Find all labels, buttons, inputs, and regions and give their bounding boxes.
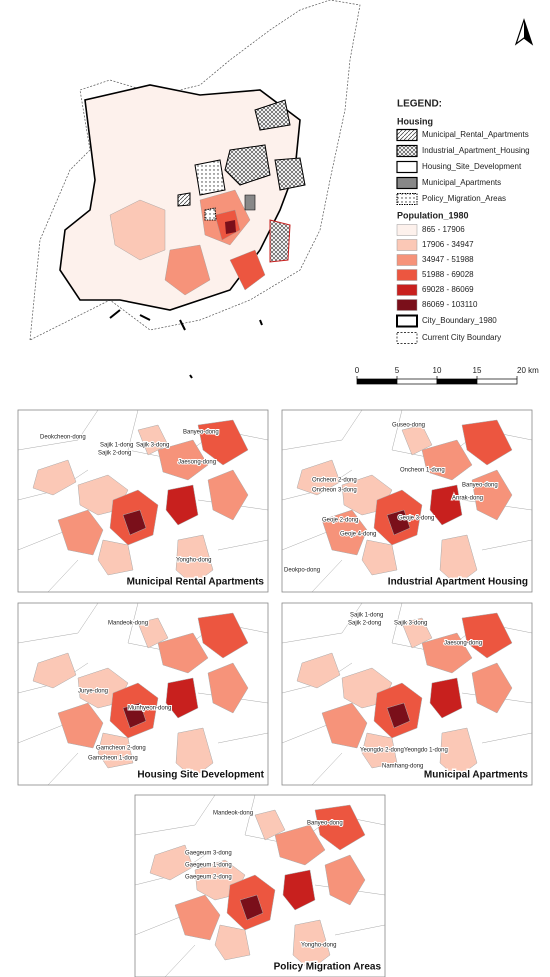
legend-swatch [396, 193, 418, 205]
legend-label: 17906 - 34947 [422, 240, 474, 249]
scale-segment [436, 378, 478, 385]
inset-basemap [135, 795, 385, 977]
place-label: Oncheon 2-dong [312, 478, 357, 484]
north-arrow [514, 18, 534, 46]
scale-tick-label: 20 km [517, 366, 539, 375]
place-label: Deokpo-dong [284, 568, 320, 574]
place-label: Yeongdo 1-dong [404, 748, 448, 754]
panel-frame [281, 602, 533, 786]
legend-label: Current City Boundary [422, 333, 501, 342]
legend-label: Municipal_Apartments [422, 178, 501, 187]
panel-frame [17, 409, 269, 593]
legend-label: Industrial_Apartment_Housing [422, 146, 530, 155]
legend-swatch [396, 128, 418, 142]
legend-swatch [396, 284, 418, 296]
legend-swatch [396, 160, 418, 174]
place-label: Geoje 4-dong [340, 532, 376, 538]
panel-frame [281, 409, 533, 593]
place-label: Oncheon 3-dong [312, 488, 357, 494]
place-label: Yongho-dong [176, 558, 211, 564]
legend: LEGEND: Housing Population_1980 Municipa… [396, 99, 530, 344]
legend-swatch [396, 269, 418, 281]
legend-swatch [396, 239, 418, 251]
place-label: Sajik 3-dong [394, 621, 427, 627]
legend-label: Policy_Migration_Areas [422, 194, 506, 203]
legend-swatch [396, 299, 418, 311]
legend-label: Municipal_Rental_Apartments [422, 130, 529, 139]
place-label: Geoje 2-dong [322, 518, 358, 524]
scale-segment [396, 378, 438, 385]
place-label: Sajik 1-dong [100, 443, 133, 449]
inset-panel: Guseo-dong Oncheon 1-dong Oncheon 2-dong On… [281, 409, 533, 593]
scale-segment [356, 378, 398, 385]
place-label: Sajik 2-dong [98, 451, 131, 457]
scale-tick-label: 15 [473, 366, 482, 375]
place-label: Yeongdo 2-dong [360, 748, 404, 754]
place-label: Banyeo-dong [183, 430, 219, 436]
place-label: Banyeo-dong [462, 483, 498, 489]
place-label: Deokcheon-dong [40, 435, 86, 441]
inset-panel: Mandeok-dong Jurye-dong Munhyeon-dong Gamch… [17, 602, 269, 786]
place-label: Sajik 2-dong [348, 621, 381, 627]
inset-basemap [282, 603, 532, 785]
place-label: Anrak-dong [452, 496, 483, 502]
place-label: Jaesong-dong [444, 641, 482, 647]
legend-label: 865 - 17906 [422, 225, 465, 234]
legend-label: City_Boundary_1980 [422, 316, 497, 325]
place-label: Oncheon 1-dong [400, 468, 445, 474]
legend-swatch [396, 314, 418, 328]
place-label: Gaegeum 1-dong [185, 863, 232, 869]
panel-title: Industrial Apartment Housing [388, 577, 528, 588]
inset-panel: Deokcheon-dong Sajik 1-dong Sajik 2-dong Sa… [17, 409, 269, 593]
place-label: Jaesong-dong [178, 460, 216, 466]
legend-swatch [396, 332, 418, 344]
legend-swatch [396, 144, 418, 158]
place-label: Mandeok-dong [108, 621, 148, 627]
panel-title: Policy Migration Areas [274, 962, 382, 973]
legend-label: 86069 - 103110 [422, 300, 478, 309]
place-label: Mandeok-dong [213, 811, 253, 817]
place-label: Gaegeum 2-dong [185, 875, 232, 881]
place-label: Munhyeon-dong [128, 706, 171, 712]
place-label: Gaegeum 3-dong [185, 851, 232, 857]
scale-tick-label: 10 [433, 366, 442, 375]
place-label: Sajik 3-dong [136, 443, 169, 449]
place-label: Gamcheon 1-dong [88, 756, 138, 762]
scale-segment [476, 378, 518, 385]
main-map [29, 0, 361, 379]
inset-basemap [282, 410, 532, 592]
scale-tick-label: 5 [395, 366, 400, 375]
place-label: Namhang-dong [382, 764, 423, 770]
legend-swatch [396, 254, 418, 266]
legend-label: 69028 - 86069 [422, 285, 474, 294]
inset-panel: Sajik 1-dong Sajik 2-dong Sajik 3-dong Jaes… [281, 602, 533, 786]
place-label: Jurye-dong [78, 689, 108, 695]
panel-frame [17, 602, 269, 786]
legend-swatch [396, 224, 418, 236]
inset-basemap [18, 603, 268, 785]
inset-panel: Mandeok-dong Banyeo-dong Gaegeum 3-dong Gae… [134, 794, 386, 977]
legend-swatch [396, 176, 418, 190]
legend-heading: Population_1980 [397, 210, 469, 220]
panel-title: Housing Site Development [137, 770, 264, 781]
place-label: Guseo-dong [392, 423, 425, 429]
place-label: Sajik 1-dong [350, 613, 383, 619]
legend-heading: Housing [397, 116, 433, 126]
legend-label: 51988 - 69028 [422, 270, 474, 279]
panel-title: Municipal Apartments [424, 770, 529, 781]
panel-title: Municipal Rental Apartments [127, 577, 265, 588]
legend-label: Housing_Site_Development [422, 162, 522, 171]
place-label: Geoje 3-dong [398, 516, 434, 522]
legend-label: 34947 - 51988 [422, 255, 474, 264]
place-label: Gamcheon 2-dong [96, 746, 146, 752]
legend-title: LEGEND: [397, 99, 442, 110]
place-label: Banyeo-dong [307, 821, 343, 827]
scale-bar: 0 5 10 15 20 km [355, 366, 539, 385]
place-label: Yongho-dong [301, 943, 336, 949]
panel-frame [134, 794, 386, 977]
scale-tick-label: 0 [355, 366, 360, 375]
